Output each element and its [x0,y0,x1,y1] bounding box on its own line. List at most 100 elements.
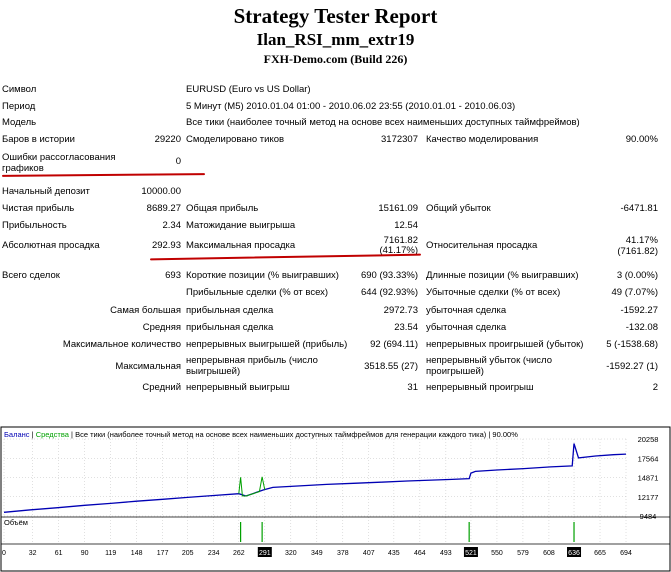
balance-chart: 20258 17564 14871 12177 9484 0 32 61 90 119 148 17… [0,426,671,572]
x-tick-label: 61 [55,550,63,557]
x-tick-label: 349 [311,550,323,557]
largest-profit-label: прибыльная сделка [186,305,274,316]
model-label: Модель [2,117,37,128]
payoff-value: 12.54 [394,220,418,231]
symbol-value: EURUSD (Euro vs US Dollar) [186,84,311,95]
y-tick-label: 14871 [638,474,659,483]
x-tick-label: 0 [2,550,6,557]
largest-label: Самая большая [110,305,181,316]
period-label: Период [2,101,36,112]
average2-label: Средний [142,382,181,393]
total-trades-value: 693 [165,270,181,281]
x-tick-label: 636 [568,550,580,557]
x-tick-label: 32 [29,550,37,557]
profit-trades-value: 644 (92.93%) [360,287,418,298]
cons-loss-label-line1: непрерывный убыток (число [426,355,552,366]
short-positions-label: Короткие позиции (% выигравших) [186,270,339,281]
legend-balance: Баланс [4,430,30,439]
largest-profit-value: 2972.73 [383,305,418,316]
avg-cons-losses-label: непрерывный проигрыш [426,382,534,393]
mismatch-label-line2: графиков [2,163,44,174]
x-tick-label: 521 [465,550,477,557]
max-drawdown-percent: (41.17%) [379,245,418,256]
x-tick-label: 550 [491,550,503,557]
cons-wins-label: непрерывных выигрышей (прибыль) [186,339,348,350]
x-tick-label: 262 [233,550,245,557]
maximal-label: Максимальная [115,361,181,372]
loss-trades-label: Убыточные сделки (% от всех) [426,287,561,298]
average-label: Средняя [142,322,181,333]
y-tick-label: 17564 [638,454,659,463]
short-positions-value: 690 (93.33%) [360,270,418,281]
x-tick-label: 291 [259,550,271,557]
x-tick-label: 90 [81,550,89,557]
deposit-label: Начальный депозит [2,186,90,197]
cons-losses-value: 5 (-1538.68) [606,339,658,350]
x-tick-label: 148 [131,550,143,557]
profit-trades-label: Прибыльные сделки (% от всех) [186,287,329,298]
long-positions-label: Длинные позиции (% выигравших) [426,270,579,281]
cons-loss-label-line2: проигрышей) [426,366,484,377]
red-underline [150,253,421,261]
volume-label: Объём [4,518,28,527]
symbol-label: Символ [2,84,37,95]
x-tick-label: 177 [157,550,169,557]
x-tick-highlight [567,547,582,557]
report-title: Strategy Tester Report [233,4,438,28]
loss-trades-value: 49 (7.07%) [611,287,658,298]
avg-loss-value: -132.08 [625,322,658,333]
x-tick-highlight [463,547,478,557]
mismatch-label-line1: Ошибки рассогласования [2,152,116,163]
avg-loss-label: убыточная сделка [426,322,507,333]
bars-label: Баров в истории [2,134,75,145]
bars-value: 29220 [154,134,181,145]
rel-drawdown-value: 41.17% [625,235,658,246]
avg-cons-wins-label: непрерывный выигрыш [186,382,290,393]
red-underline [1,173,206,177]
cons-profit-label-line1: непрерывная прибыль (число [186,355,318,366]
x-tick-label: 234 [208,550,220,557]
avg-cons-wins-value: 31 [407,382,418,393]
x-tick-label: 694 [620,550,632,557]
x-tick-label: 464 [414,550,426,557]
legend-description: Все тики (наиболее точный метод на основ… [75,430,487,439]
y-tick-label: 20258 [638,435,659,444]
total-trades-label: Всего сделок [2,270,60,281]
x-tick-label: 378 [337,550,349,557]
net-profit-label: Чистая прибыль [2,203,75,214]
long-positions-value: 3 (0.00%) [616,270,658,281]
x-tick-label: 665 [594,550,606,557]
profit-factor-label: Прибыльность [2,220,67,231]
x-tick-label: 205 [182,550,194,557]
legend-equity: Средства [36,430,70,439]
y-tick-label: 12177 [638,493,659,502]
gross-profit-label: Общая прибыль [186,203,259,214]
rel-drawdown-label: Относительная просадка [426,240,538,251]
max-drawdown-value: 7161.82 [383,235,418,246]
equity-line [238,476,266,497]
model-value: Все тики (наиболее точный метод на основ… [186,117,580,128]
rel-drawdown-amount: (7161.82) [617,246,658,257]
balance-line [3,443,627,513]
net-profit-value: 8689.27 [146,203,181,214]
gross-profit-value: 15161.09 [378,203,418,214]
profit-factor-value: 2.34 [162,220,182,231]
legend-quality: 90.00% [492,430,518,439]
chart-frame [0,426,671,572]
avg-profit-label: прибыльная сделка [186,322,274,333]
gross-loss-value: -6471.81 [620,203,658,214]
cons-wins-value: 92 (694.11) [370,339,418,350]
largest-loss-label: убыточная сделка [426,305,507,316]
max-count-label: Максимальное количество [62,339,181,350]
mismatch-value: 0 [175,156,181,167]
x-tick-label: 579 [517,550,529,557]
abs-drawdown-label: Абсолютная просадка [2,240,100,251]
x-tick-label: 608 [543,550,555,557]
svg-text:Баланс | Средства: Баланс | Средства | Все тики (наиболее т… [4,430,518,439]
x-tick-label: 493 [440,550,452,557]
x-tick-label: 407 [363,550,375,557]
y-tick-label: 9484 [640,512,657,521]
ticks-value: 3172307 [381,134,418,145]
expert-name: Ilan_RSI_mm_extr19 [256,30,415,49]
cons-profit-value: 3518.55 (27) [364,361,418,372]
